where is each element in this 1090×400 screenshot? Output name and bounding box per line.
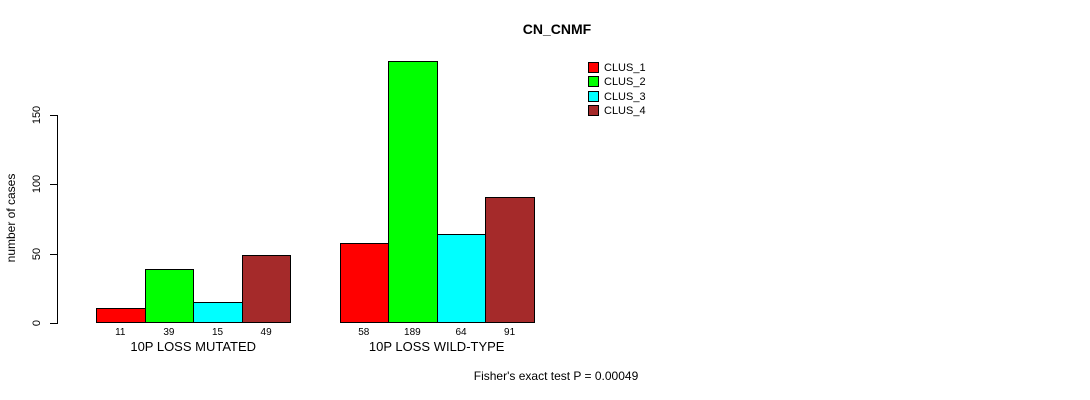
bar-value-label: 15 <box>211 327 224 338</box>
legend-label: CLUS_4 <box>604 105 646 118</box>
legend-item-clus_1: CLUS_1 <box>588 62 668 74</box>
bar-clus_2-group1 <box>144 268 195 323</box>
group-label: 10P LOSS WILD-TYPE <box>368 339 505 354</box>
bar-value-label: 49 <box>260 327 272 338</box>
bar-value-label: 91 <box>504 327 516 338</box>
legend-swatch-icon <box>588 76 599 88</box>
legend: CLUS_1 CLUS_2 CLUS_3 CLUS_4 <box>588 62 668 122</box>
bar-clus_4-group1 <box>241 255 292 323</box>
bar-clus_4-group2 <box>485 196 535 323</box>
y-tick <box>50 253 57 255</box>
legend-label: CLUS_1 <box>604 62 646 74</box>
legend-swatch-icon <box>588 62 599 73</box>
legend-label: CLUS_2 <box>604 76 646 89</box>
legend-item-clus_3: CLUS_3 <box>588 90 668 103</box>
bar-value-label: 64 <box>455 327 467 338</box>
bar-value-label: 11 <box>115 327 126 338</box>
bar-value-label: 58 <box>358 327 370 338</box>
legend-swatch-icon <box>588 90 599 102</box>
bar-clus_3-group1 <box>193 302 243 323</box>
legend-label: CLUS_3 <box>604 90 646 103</box>
bar-clus_2-group2 <box>388 61 438 323</box>
chart-title: CN_CNMF <box>522 21 592 37</box>
bar-clus_3-group2 <box>436 234 487 323</box>
y-tick-label: 0 <box>31 319 43 327</box>
legend-item-clus_2: CLUS_2 <box>588 76 668 88</box>
bar-value-label: 39 <box>163 327 175 338</box>
footnote: Fisher's exact test P = 0.00049 <box>473 369 639 383</box>
y-tick-label: 50 <box>31 247 43 260</box>
group-label: 10P LOSS MUTATED <box>130 339 257 354</box>
y-tick-label: 150 <box>31 105 43 125</box>
y-tick-label: 100 <box>31 175 43 194</box>
bar-value-label: 189 <box>404 327 421 338</box>
y-tick <box>50 115 57 117</box>
bar-clus_1-group1 <box>96 307 146 323</box>
y-tick <box>50 323 57 324</box>
y-axis-line <box>57 115 58 324</box>
legend-swatch-icon <box>588 105 599 117</box>
bar-clus_1-group2 <box>339 242 390 323</box>
y-tick <box>50 184 57 186</box>
legend-item-clus_4: CLUS_4 <box>588 105 668 117</box>
